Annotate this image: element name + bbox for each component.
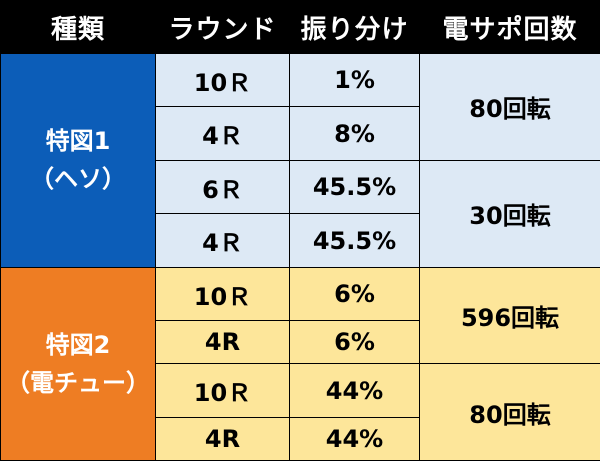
- table-header-row: 種類 ラウンド 振り分け 電サポ回数: [0, 0, 600, 54]
- round-cell: 4Ｒ: [155, 213, 290, 268]
- support-cell: 80回転: [419, 53, 600, 161]
- allocation-cell: 45.5%: [289, 159, 420, 215]
- round-cell: 6Ｒ: [155, 159, 290, 215]
- header-type: 種類: [0, 0, 156, 54]
- allocation-cell: 44%: [289, 416, 420, 461]
- allocation-cell: 6%: [289, 266, 420, 322]
- group1-name: 特図1: [45, 127, 111, 156]
- table-row: 4Ｒ 45.5%: [1, 213, 600, 268]
- support-cell: 80回転: [419, 363, 600, 461]
- header-round: ラウンド: [155, 0, 290, 54]
- allocation-cell: 45.5%: [289, 213, 420, 268]
- allocation-cell: 1%: [289, 52, 420, 108]
- table-row: 4Ｒ 8%: [1, 106, 600, 161]
- group2-label: 特図2 （電チュー）: [0, 266, 156, 461]
- header-allocation: 振り分け: [289, 0, 420, 54]
- group2-name: 特図2: [45, 330, 111, 359]
- table-row: 特図1 （ヘソ） 10Ｒ 1% 80回転: [0, 52, 600, 268]
- support-cell: 30回転: [419, 159, 600, 268]
- table-row: 6Ｒ 45.5% 30回転: [1, 159, 600, 268]
- round-cell: 4R: [155, 320, 290, 365]
- round-cell: 10Ｒ: [155, 266, 290, 322]
- table-row: 10Ｒ 44% 80回転: [1, 363, 600, 461]
- group1-subname: （ヘソ）: [30, 165, 126, 194]
- round-cell: 4R: [155, 416, 290, 461]
- round-cell: 10Ｒ: [155, 52, 290, 108]
- table-row: 特図2 （電チュー） 10Ｒ 6% 596回転: [0, 266, 600, 461]
- group1-label: 特図1 （ヘソ）: [0, 53, 156, 268]
- allocation-cell: 44%: [289, 363, 420, 418]
- header-support-count: 電サポ回数: [419, 0, 600, 54]
- table-row: 4R 6%: [1, 320, 600, 365]
- allocation-cell: 6%: [289, 320, 420, 365]
- round-cell: 4Ｒ: [155, 106, 290, 161]
- group2-subname: （電チュー）: [6, 368, 150, 397]
- allocation-cell: 8%: [289, 106, 420, 161]
- table-row: 4R 44%: [1, 416, 600, 461]
- support-cell: 596回転: [419, 266, 600, 365]
- round-cell: 10Ｒ: [155, 363, 290, 418]
